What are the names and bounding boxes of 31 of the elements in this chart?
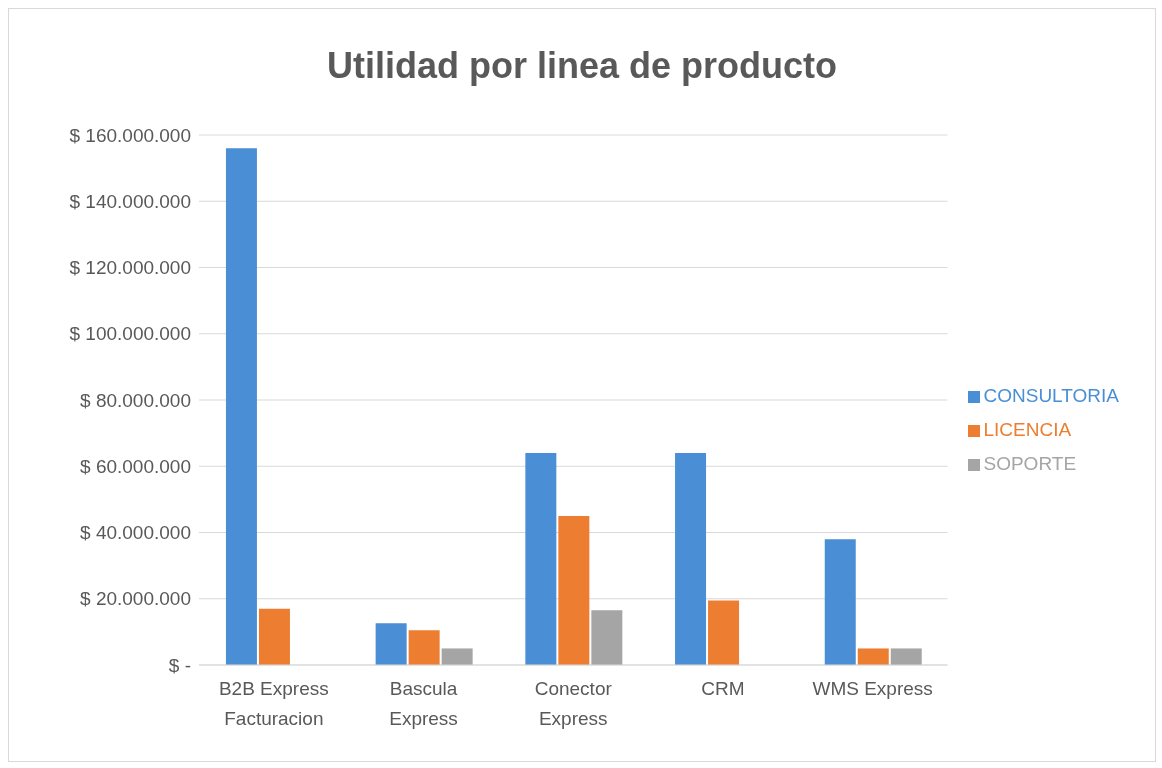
legend-label: CONSULTORIA xyxy=(983,385,1119,406)
bar xyxy=(675,453,707,665)
y-tick-label: $ 140.000.000 xyxy=(69,190,191,212)
legend-label: LICENCIA xyxy=(983,419,1072,440)
y-tick-label: $ 100.000.000 xyxy=(69,323,191,345)
y-tick-label: $ 160.000.000 xyxy=(69,124,191,146)
bar xyxy=(408,630,440,665)
x-tick-label: Conector Express xyxy=(534,678,613,729)
chart-title: Utilidad por linea de producto xyxy=(326,44,838,88)
bar xyxy=(708,600,740,665)
bar xyxy=(525,453,557,665)
x-tick-label: WMS Express xyxy=(812,678,933,699)
legend-label: SOPORTE xyxy=(983,453,1077,474)
bar xyxy=(441,648,473,665)
bar xyxy=(225,148,257,665)
x-tick-label: B2B Express Facturacion xyxy=(218,678,329,729)
x-tick-label: Bascula Express xyxy=(389,678,458,729)
y-tick-label: $ 80.000.000 xyxy=(80,389,191,411)
bar xyxy=(258,608,290,665)
bar xyxy=(375,623,407,665)
bar xyxy=(591,610,623,665)
bar xyxy=(558,515,590,665)
bar xyxy=(857,648,889,665)
y-tick-label: $ 120.000.000 xyxy=(69,257,191,279)
bar xyxy=(824,539,856,665)
y-tick-label: $ - xyxy=(168,654,191,676)
y-tick-label: $ 20.000.000 xyxy=(80,588,191,610)
y-tick-label: $ 60.000.000 xyxy=(80,455,191,477)
x-tick-label: CRM xyxy=(701,678,745,699)
y-tick-label: $ 40.000.000 xyxy=(80,522,191,544)
bar xyxy=(890,648,922,665)
